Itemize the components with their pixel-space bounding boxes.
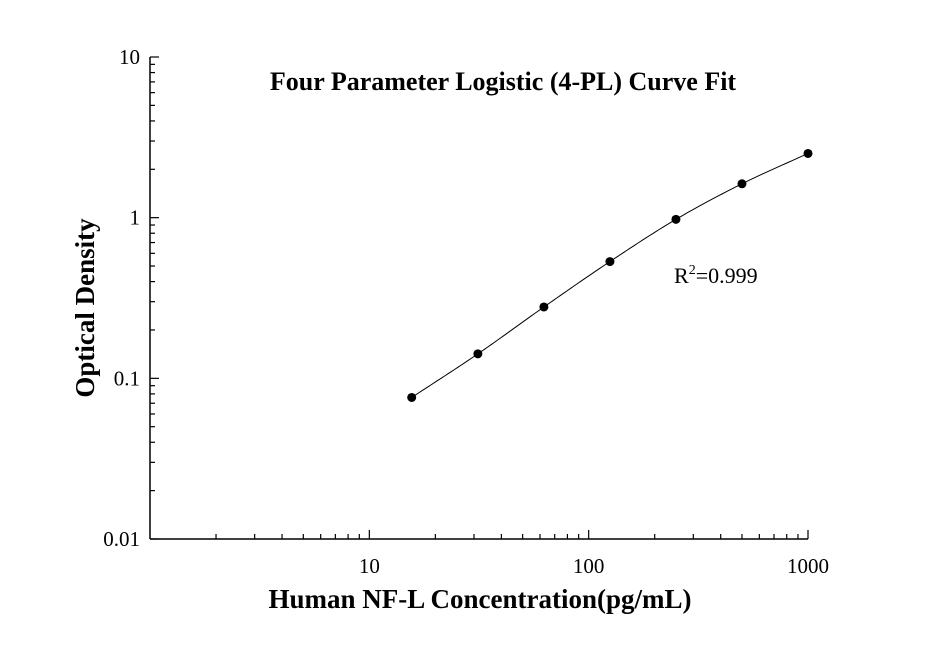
y-tick-label: 1 — [130, 206, 141, 230]
data-point — [539, 302, 549, 312]
x-tick-label: 10 — [359, 554, 380, 578]
x-tick-label: 1000 — [787, 554, 829, 578]
r-squared-base: R — [674, 263, 689, 288]
y-axis-title: Optical Density — [70, 218, 100, 398]
r-squared-superscript: 2 — [689, 263, 696, 278]
y-tick-label: 0.01 — [103, 527, 140, 551]
y-tick-label: 0.1 — [114, 366, 140, 390]
data-point — [605, 257, 615, 267]
data-point — [803, 148, 813, 158]
y-tick-label: 10 — [119, 45, 140, 69]
x-tick-label: 100 — [573, 554, 605, 578]
y-ticks — [150, 56, 159, 540]
data-point — [671, 214, 681, 224]
chart-title: Four Parameter Logistic (4-PL) Curve Fit — [270, 67, 737, 96]
axes — [149, 57, 808, 540]
x-ticks — [215, 530, 809, 539]
data-point — [473, 349, 483, 359]
x-tick-labels: 10 100 1000 — [359, 554, 829, 578]
data-points — [407, 148, 813, 402]
data-point — [407, 392, 417, 402]
r-squared-value: =0.999 — [696, 263, 758, 288]
y-tick-labels: 0.01 0.1 1 10 — [103, 45, 140, 551]
x-axis-title: Human NF-L Concentration(pg/mL) — [268, 584, 691, 614]
data-point — [737, 179, 747, 189]
r-squared-annotation: R2=0.999 — [674, 263, 758, 288]
